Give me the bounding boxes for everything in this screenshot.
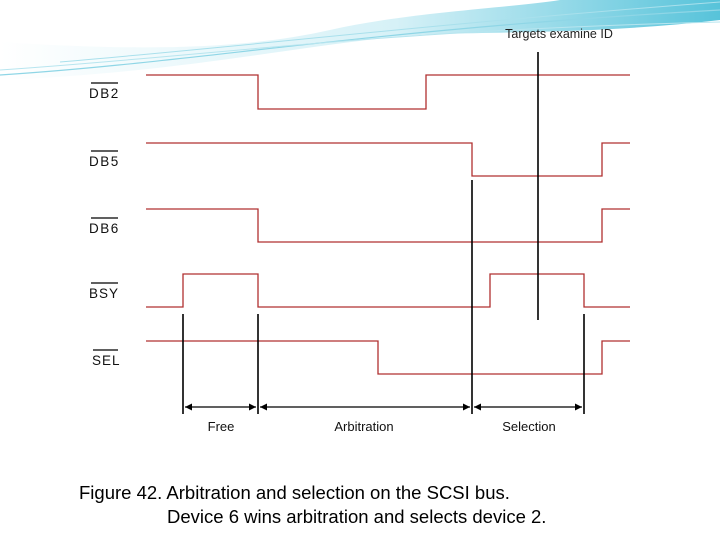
signal-label-bsy: BSY bbox=[89, 282, 119, 301]
signal-label-db5: DB5 bbox=[89, 150, 120, 169]
figure-caption-line1: Figure 42. Arbitration and selection on … bbox=[79, 482, 510, 503]
waveform-db6 bbox=[146, 208, 630, 243]
decorative-wave-band bbox=[0, 0, 720, 80]
waveform-sel bbox=[146, 340, 630, 375]
signal-label-db6-text: DB6 bbox=[89, 221, 120, 236]
annotation-targets-examine-id: Targets examine ID bbox=[505, 27, 613, 41]
waveform-db2 bbox=[146, 74, 630, 110]
signal-label-sel-text: SEL bbox=[92, 353, 121, 368]
signal-label-db2-text: DB2 bbox=[89, 86, 120, 101]
signal-label-db6: DB6 bbox=[89, 217, 120, 236]
phase-label-arbitration: Arbitration bbox=[334, 419, 393, 434]
signal-label-sel: SEL bbox=[92, 349, 121, 368]
figure-caption-line2: Device 6 wins arbitration and selects de… bbox=[167, 506, 546, 527]
phase-label-free: Free bbox=[208, 419, 235, 434]
signal-label-db2: DB2 bbox=[89, 82, 120, 101]
waveform-bsy bbox=[146, 273, 630, 308]
signal-label-db5-text: DB5 bbox=[89, 154, 120, 169]
signal-label-bsy-text: BSY bbox=[89, 286, 119, 301]
waveform-db5 bbox=[146, 142, 630, 177]
phase-label-selection: Selection bbox=[502, 419, 555, 434]
